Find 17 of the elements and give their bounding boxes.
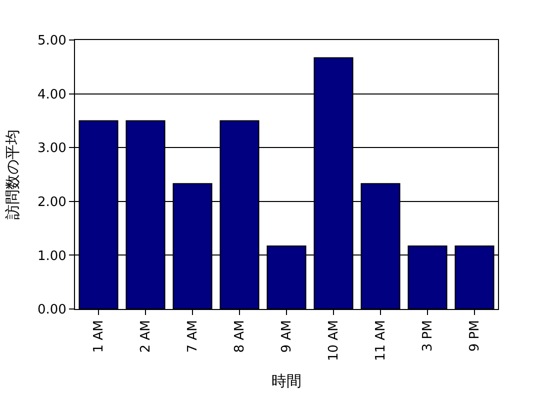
x-tick-label: 1 AM [92, 320, 107, 353]
y-tick-label: 4.00 [37, 87, 66, 102]
x-tick-label: 10 AM [326, 320, 342, 361]
x-axis-title: 時間 [272, 372, 302, 390]
x-tick-label: 3 PM [420, 320, 436, 352]
x-tick-label: 7 AM [186, 320, 201, 353]
y-axis-title: 訪問数の平均 [4, 130, 22, 220]
y-tick-label: 0.00 [37, 302, 66, 318]
y-tick-label: 3.00 [37, 141, 66, 156]
x-tick-label: 11 AM [374, 320, 389, 361]
y-tick-label: 1.00 [37, 248, 66, 264]
x-tick-label: 8 AM [232, 320, 248, 353]
x-tick-label: 9 AM [280, 320, 295, 353]
x-tick-label: 9 PM [468, 320, 483, 352]
y-tick-label: 2.00 [37, 194, 66, 210]
y-tick-label: 5.00 [37, 34, 66, 49]
x-tick-label: 2 AM [138, 320, 154, 353]
